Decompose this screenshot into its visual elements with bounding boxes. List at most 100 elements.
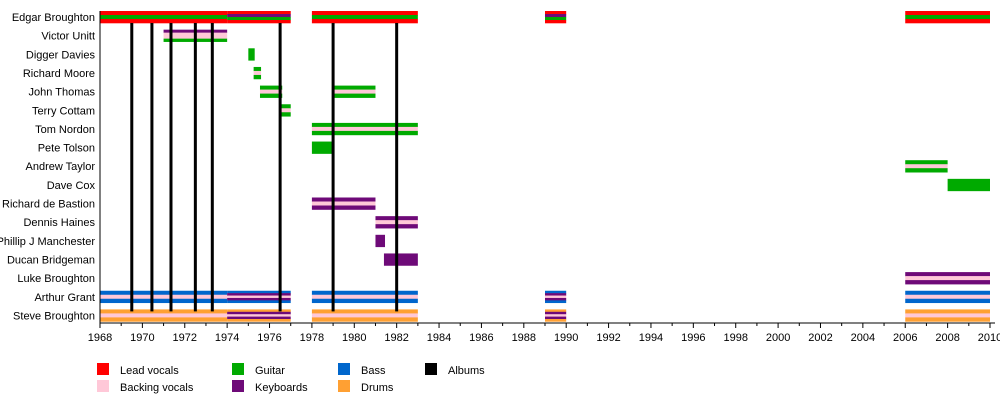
period-bar-backing xyxy=(253,70,262,76)
member-name: Terry Cottam xyxy=(32,105,95,117)
legend-swatch xyxy=(97,380,109,392)
period-bar-drums xyxy=(227,319,291,322)
period-bar-bass xyxy=(905,298,990,304)
period-bar-guitar xyxy=(259,93,283,98)
period-bar-guitar xyxy=(545,17,567,21)
x-tick-label: 1974 xyxy=(215,332,239,344)
period-bar-guitar xyxy=(311,130,418,136)
period-bar-guitar xyxy=(253,74,262,80)
period-bar-lead xyxy=(100,19,228,24)
member-name: Arthur Grant xyxy=(34,292,95,304)
period-bar-guitar xyxy=(253,66,262,72)
member-name: Dennis Haines xyxy=(23,217,95,229)
period-bar-bass xyxy=(227,290,291,294)
period-bar-drums xyxy=(100,317,228,322)
member-name: Pete Tolson xyxy=(38,143,95,155)
x-tick-label: 1970 xyxy=(130,332,154,344)
period-bar-backing xyxy=(545,314,567,317)
period-bar-backing xyxy=(100,294,228,300)
x-tick-label: 1994 xyxy=(639,332,663,344)
member-row: Luke Broughton xyxy=(17,272,990,285)
legend-label: Guitar xyxy=(255,365,285,377)
member-row: Dennis Haines xyxy=(23,216,418,229)
legend-label: Lead vocals xyxy=(120,365,179,377)
period-bar-lead xyxy=(311,11,418,16)
period-bar-backing xyxy=(281,108,291,113)
member-row: Victor Unitt xyxy=(41,29,228,43)
x-tick-label: 2008 xyxy=(935,332,959,344)
period-bar-backing xyxy=(311,294,418,300)
x-tick-label: 1978 xyxy=(300,332,324,344)
legend-label: Backing vocals xyxy=(120,382,194,394)
member-row: Edgar Broughton xyxy=(12,11,990,24)
x-tick-label: 1986 xyxy=(469,332,493,344)
period-bar-keyboards xyxy=(545,316,567,320)
period-bar-guitar xyxy=(947,178,990,192)
period-bar-lead xyxy=(905,11,990,16)
legend-item-backing: Backing vocals xyxy=(97,380,194,394)
member-row: Andrew Taylor xyxy=(26,160,948,173)
legend-swatch xyxy=(232,363,244,375)
period-bar-keyboards xyxy=(227,14,291,18)
period-bar-bass xyxy=(545,290,567,294)
album-line xyxy=(331,23,335,312)
member-row: Richard Moore xyxy=(23,66,262,80)
period-bar-keyboards xyxy=(905,272,990,277)
legend-item-bass: Bass xyxy=(338,363,386,377)
period-bar-lead xyxy=(545,20,567,24)
member-row: Richard de Bastion xyxy=(2,197,376,211)
period-bar-guitar xyxy=(905,160,948,165)
legend-item-guitar: Guitar xyxy=(232,363,285,377)
period-bar-lead xyxy=(311,19,418,24)
period-bar-keyboards xyxy=(545,297,567,301)
member-name: Digger Davies xyxy=(26,49,96,61)
period-bar-drums xyxy=(905,309,990,314)
legend-item-lead: Lead vocals xyxy=(97,363,179,377)
period-bar-keyboards xyxy=(905,280,990,285)
period-bar-lead xyxy=(100,11,228,16)
period-bar-backing xyxy=(905,294,990,300)
period-bar-backing xyxy=(311,313,418,318)
period-bar-guitar xyxy=(905,15,990,20)
x-tick-label: 2004 xyxy=(851,332,875,344)
period-bar-keyboards xyxy=(227,316,291,320)
period-bar-guitar xyxy=(311,141,334,154)
period-bar-backing xyxy=(545,295,567,299)
legend-label: Drums xyxy=(361,382,394,394)
member-name: Victor Unitt xyxy=(41,31,95,43)
album-line xyxy=(210,23,214,312)
member-row: Terry Cottam xyxy=(32,104,291,117)
x-tick-label: 1976 xyxy=(257,332,281,344)
legend-item-keyboards: Keyboards xyxy=(232,380,308,394)
period-bar-guitar xyxy=(248,48,255,61)
x-tick-label: 1996 xyxy=(681,332,705,344)
period-bar-drums xyxy=(311,317,418,322)
period-bar-backing xyxy=(905,313,990,318)
period-bar-backing xyxy=(227,314,291,317)
period-bar-guitar xyxy=(227,17,291,21)
period-bar-guitar xyxy=(100,15,228,20)
x-tick-label: 2006 xyxy=(893,332,917,344)
x-tick-label: 1990 xyxy=(554,332,578,344)
period-bar-drums xyxy=(100,309,228,314)
album-line xyxy=(169,23,173,312)
period-bar-backing xyxy=(227,295,291,299)
member-row: Phillip J Manchester xyxy=(0,234,386,248)
period-bar-bass xyxy=(227,300,291,304)
legend-swatch xyxy=(338,363,350,375)
period-bar-guitar xyxy=(259,85,283,90)
period-bar-keyboards xyxy=(227,293,291,296)
x-tick-label: 2000 xyxy=(766,332,790,344)
period-bar-bass xyxy=(545,300,567,304)
period-bar-keyboards xyxy=(375,234,386,248)
period-bar-backing xyxy=(259,89,283,94)
period-bar-drums xyxy=(311,309,418,314)
period-bar-backing xyxy=(905,164,948,169)
period-bar-backing xyxy=(333,89,376,94)
period-bar-keyboards xyxy=(383,253,418,266)
period-bar-guitar xyxy=(333,85,376,90)
x-tick-label: 2010 xyxy=(978,332,1000,344)
legend-swatch xyxy=(232,380,244,392)
member-row: Arthur Grant xyxy=(34,290,990,304)
